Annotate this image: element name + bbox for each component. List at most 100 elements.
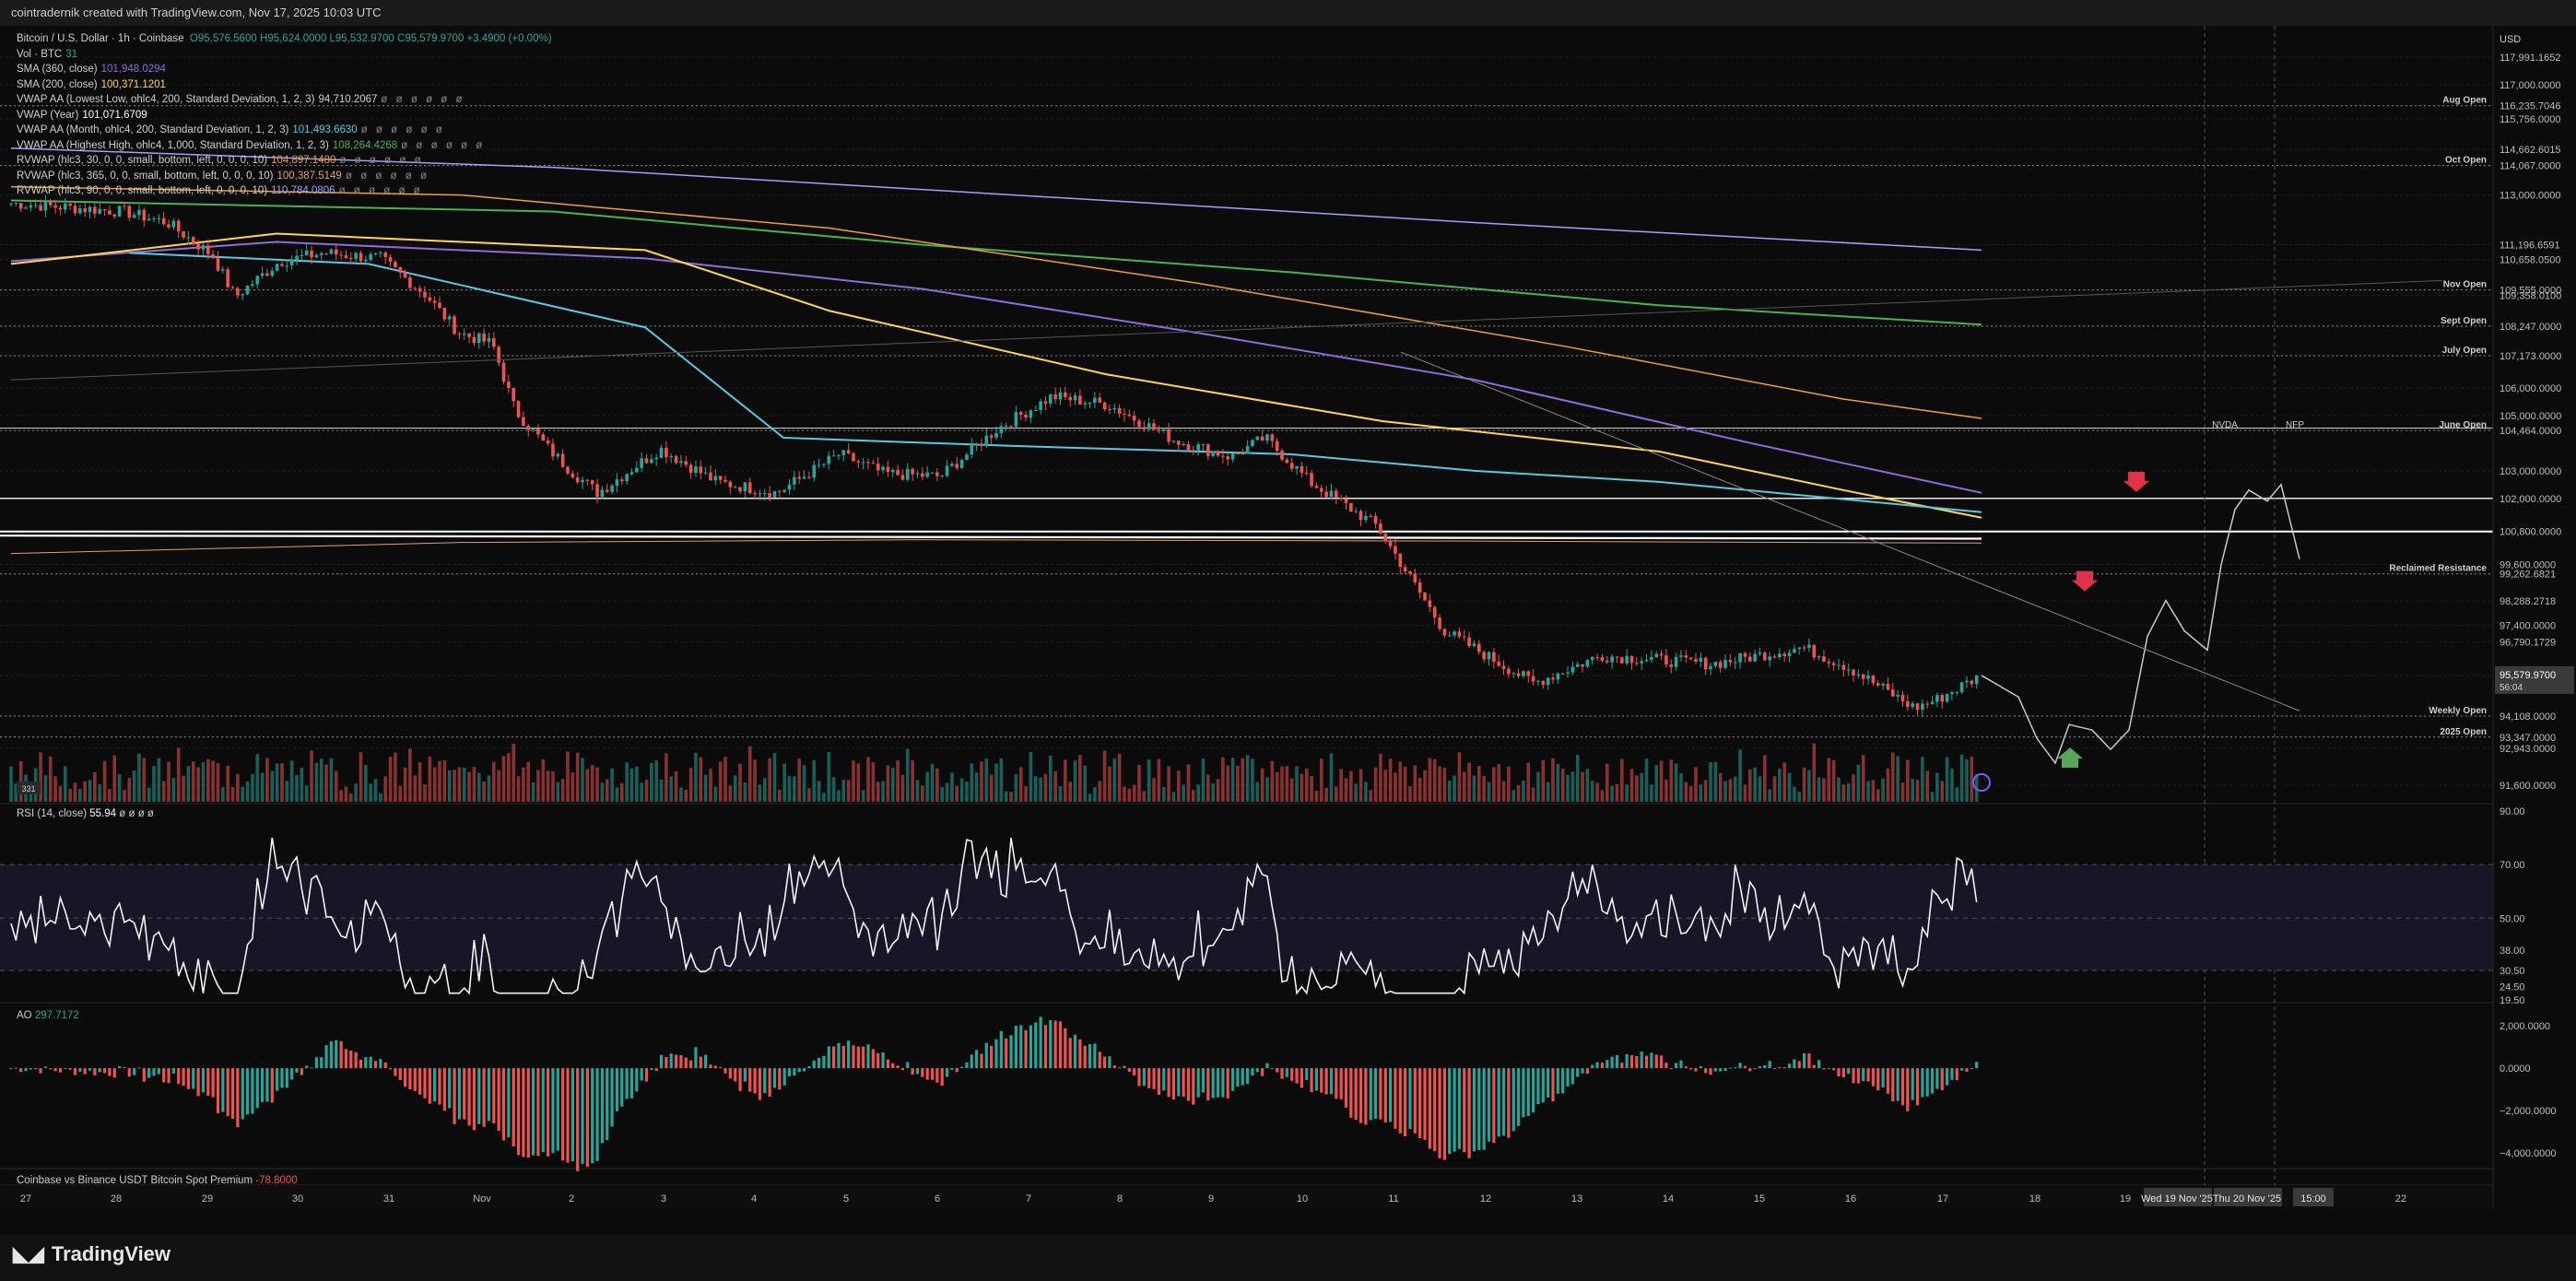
candle-body xyxy=(1522,671,1525,676)
candle-body xyxy=(570,473,575,478)
candle-body xyxy=(394,262,397,267)
ao-bar xyxy=(1472,1068,1476,1152)
candle-body xyxy=(1546,677,1550,686)
candle-body xyxy=(1457,631,1462,637)
volume-bar xyxy=(1088,793,1092,802)
volume-bar xyxy=(1280,766,1284,802)
time-tick-label: 3 xyxy=(661,1193,666,1205)
ao-bar xyxy=(39,1068,42,1074)
ao-bar xyxy=(1245,1068,1250,1085)
candle-body xyxy=(1206,444,1210,456)
candle-body xyxy=(1033,409,1038,411)
volume-bar xyxy=(1650,784,1653,802)
time-tick-label: 11 xyxy=(1388,1193,1398,1205)
ao-bar xyxy=(501,1068,506,1141)
ao-bar xyxy=(1137,1068,1141,1087)
volume-bar xyxy=(1043,773,1048,802)
candle-body xyxy=(359,253,363,262)
ao-bar xyxy=(1906,1068,1910,1111)
volume-bar xyxy=(526,761,531,802)
legend-line-value: 108,264.4268 xyxy=(332,139,398,151)
candle-body xyxy=(1388,541,1393,546)
volume-bar xyxy=(1595,782,1599,802)
candle-body xyxy=(78,208,82,214)
volume-bar xyxy=(1221,757,1225,802)
ao-bar xyxy=(1758,1065,1762,1069)
volume-bar xyxy=(1176,770,1181,802)
volume-bar xyxy=(1763,755,1767,802)
moving-averages xyxy=(10,147,2300,765)
premium-legend-value: -78.8000 xyxy=(255,1175,298,1186)
candle-body xyxy=(112,214,117,217)
ao-bar xyxy=(1723,1068,1727,1072)
candle-body xyxy=(1398,553,1403,568)
ao-bar xyxy=(1664,1063,1668,1069)
price-axis[interactable]: USD 117,991.1652 117,000.0000 116,235.7046 1… xyxy=(2492,26,2576,1209)
candle-body xyxy=(876,464,880,471)
volume-bar xyxy=(665,753,668,802)
volume-bar xyxy=(694,752,698,802)
ao-bar xyxy=(896,1065,900,1069)
ao-bar xyxy=(1373,1068,1378,1119)
price-tick-label: 117,000.0000 xyxy=(2500,80,2560,91)
ao-bar xyxy=(570,1068,574,1162)
ao-bar xyxy=(990,1045,994,1069)
time-axis[interactable]: 27 28 29 30 31 Nov 2 3 4 5 6 7 8 9 10 11 12 13 14 15 16 17 18 1… xyxy=(20,1188,2406,1206)
candle-body xyxy=(610,485,614,492)
volume-bar xyxy=(1787,772,1792,802)
ao-bar xyxy=(1541,1068,1545,1103)
volume-bar xyxy=(18,760,23,802)
ao-bar xyxy=(1566,1068,1570,1087)
chart-title: cointradernik created with TradingView.c… xyxy=(11,6,382,19)
ao-bar xyxy=(1871,1068,1876,1087)
candle-body xyxy=(1147,423,1151,429)
volume-bar xyxy=(1112,758,1117,802)
ao-bar xyxy=(354,1052,358,1069)
candle-body xyxy=(1925,703,1930,705)
ao-bar xyxy=(1448,1068,1452,1155)
candle-body xyxy=(295,255,299,261)
volume-bar xyxy=(1004,791,1008,802)
volume-bar xyxy=(383,776,388,802)
price-tick-label: 116,235.7046 xyxy=(2500,101,2560,112)
candle-body xyxy=(147,218,151,221)
volume-bar xyxy=(196,767,200,802)
volume-bar xyxy=(1713,761,1718,802)
candle-body xyxy=(1186,444,1191,451)
volume-bar xyxy=(999,758,1004,802)
ao-bar xyxy=(53,1068,57,1072)
sell-arrow-icon xyxy=(2072,570,2098,592)
volume-bar xyxy=(285,781,289,802)
ao-bar xyxy=(1501,1068,1506,1136)
ao-bar xyxy=(398,1068,402,1080)
chart-canvas[interactable]: Aug Open Oct Open Nov Open Sept Open July Op… xyxy=(0,26,2576,1235)
candle-body xyxy=(398,266,403,273)
ao-bar xyxy=(1192,1068,1195,1105)
volume-bar xyxy=(161,781,166,802)
ao-bar xyxy=(547,1068,550,1157)
ao-bar xyxy=(1098,1052,1101,1069)
volume-bar xyxy=(1846,783,1851,802)
volume-bar xyxy=(1241,758,1245,802)
ao-bar xyxy=(472,1068,476,1131)
ao-bar xyxy=(1152,1068,1156,1089)
volume-bar xyxy=(1768,789,1771,802)
tradingview-logo[interactable]: ◣◢ TradingView xyxy=(13,1242,171,1266)
volume-bar xyxy=(29,791,33,802)
ao-bar xyxy=(1516,1068,1521,1126)
candle-body xyxy=(861,462,865,464)
candle-body xyxy=(846,450,851,453)
ao-bar xyxy=(1793,1059,1796,1069)
ao-bar xyxy=(1005,1038,1008,1069)
volume-bar xyxy=(438,760,441,802)
level-label: Oct Open xyxy=(2445,156,2487,166)
volume-bar xyxy=(408,748,412,802)
candle-body xyxy=(1718,662,1723,668)
legend-line-1: SMA (360, close) 101,948.0294 xyxy=(17,62,552,77)
ao-bar xyxy=(837,1042,841,1069)
volume-bar xyxy=(1541,759,1546,802)
ao-tick-label: 0.0000 xyxy=(2500,1064,2531,1075)
volume-bar xyxy=(1447,780,1452,802)
candle-body xyxy=(1590,657,1594,661)
volume-bar xyxy=(472,767,476,802)
